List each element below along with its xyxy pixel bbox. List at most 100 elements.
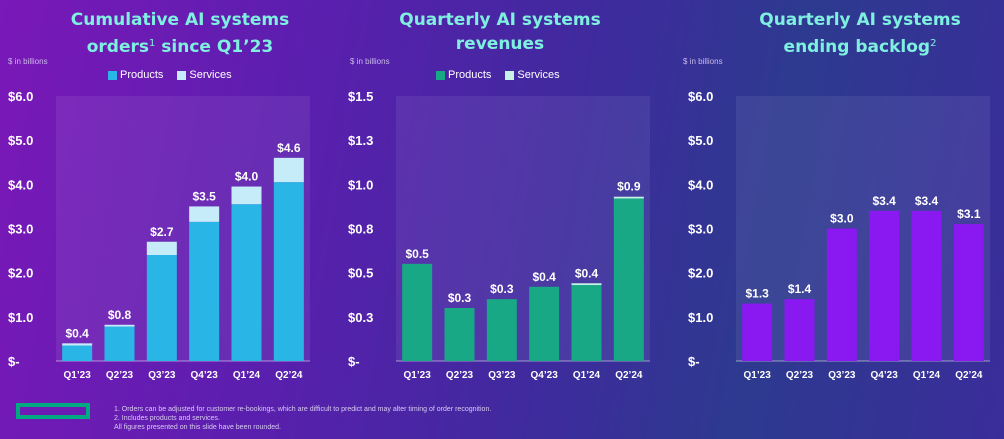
chart1-legend-products-swatch — [108, 70, 117, 80]
data-label: $4.0 — [235, 170, 259, 184]
x-tick-label: Q1’23 — [404, 370, 432, 381]
data-label: $0.9 — [617, 180, 641, 194]
data-label: $3.4 — [915, 194, 939, 208]
bar-services — [231, 186, 262, 205]
chart2-legend-services: Services — [505, 69, 560, 81]
footnote-3: All figures presented on this slide have… — [114, 424, 281, 431]
chart3-title-line2: ending backlog — [783, 37, 931, 57]
bar-value — [742, 303, 773, 361]
y-tick-label: $1.0 — [688, 310, 713, 325]
x-tick-label: Q2’23 — [106, 370, 134, 381]
y-tick-label: $- — [8, 354, 20, 369]
plot-background — [396, 96, 650, 361]
data-label: $3.0 — [830, 212, 854, 226]
y-tick-label: $4.0 — [688, 177, 713, 192]
y-tick-label: $6.0 — [8, 89, 33, 104]
chart2-legend-products-label: Products — [448, 69, 492, 81]
data-label: $3.5 — [192, 189, 216, 203]
chart3-unit-label: $ in billions — [683, 57, 723, 66]
hpe-logo — [16, 403, 90, 419]
bar-value — [953, 224, 984, 361]
footnote-2: 2. Includes products and services. — [114, 415, 220, 422]
chart2-title-line2: revenues — [455, 34, 545, 54]
chart1-title-line2: orders — [86, 37, 149, 57]
chart2-legend-services-label: Services — [517, 69, 560, 81]
y-tick-label: $1.3 — [348, 133, 373, 148]
y-tick-label: $6.0 — [688, 89, 713, 104]
chart2-plot: $- $0.3 $0.5 $0.8 $1.0 $1.3 $1.5 $0.5 Q1’23 $0.3 Q… — [348, 89, 650, 381]
chart1-title: Cumulative AI systems orders1 since Q1’2… — [40, 8, 320, 59]
chart1-legend-services: Services — [177, 69, 232, 81]
x-tick-label: Q2’23 — [786, 370, 814, 381]
bar-value — [826, 228, 857, 361]
bar-products — [486, 299, 517, 361]
bar-products — [146, 255, 177, 361]
bar-value — [911, 210, 942, 361]
y-tick-label: $5.0 — [8, 133, 33, 148]
bar-services — [104, 324, 135, 327]
y-tick-label: $3.0 — [688, 222, 713, 237]
bar-products — [273, 182, 304, 361]
y-tick-label: $2.0 — [8, 266, 33, 281]
y-tick-label: $1.5 — [348, 89, 373, 104]
chart1-plot: $- $1.0 $2.0 $3.0 $4.0 $5.0 $6.0 $0.4 Q1’23 $0.8 Q… — [8, 89, 310, 381]
bar-products — [613, 198, 644, 361]
chart1-legend-products: Products — [108, 69, 163, 81]
bar-products — [62, 345, 93, 361]
chart2-legend-services-swatch — [505, 70, 515, 80]
chart3-title: Quarterly AI systems ending backlog2 — [730, 8, 990, 59]
bar-products — [444, 308, 475, 361]
data-label: $0.8 — [108, 308, 132, 322]
chart2-legend: Products Services — [436, 69, 560, 81]
x-tick-label: Q1’24 — [573, 370, 601, 381]
data-label: $0.4 — [65, 326, 89, 340]
x-tick-label: Q1’23 — [64, 370, 92, 381]
y-tick-label: $1.0 — [348, 177, 373, 192]
bar-services — [571, 283, 602, 286]
bar-products — [104, 326, 135, 361]
data-label: $4.6 — [277, 141, 301, 155]
bar-products — [189, 221, 220, 361]
x-tick-label: Q3’23 — [828, 370, 856, 381]
y-tick-label: $3.0 — [8, 222, 33, 237]
bar-services — [62, 343, 93, 346]
chart2-title: Quarterly AI systems revenues — [385, 8, 615, 56]
x-tick-label: Q2’24 — [275, 370, 303, 381]
y-tick-label: $2.0 — [688, 266, 713, 281]
bar-value — [869, 210, 900, 361]
bar-services — [189, 206, 220, 222]
bar-products — [529, 286, 560, 361]
data-label: $1.3 — [745, 287, 769, 301]
x-tick-label: Q2’24 — [955, 370, 983, 381]
x-tick-label: Q4’23 — [531, 370, 559, 381]
chart1-legend-services-swatch — [177, 70, 187, 80]
footnotes: 1. Orders can be adjusted for customer r… — [114, 405, 491, 432]
data-label: $0.4 — [575, 266, 599, 280]
x-tick-label: Q1’24 — [913, 370, 941, 381]
x-tick-label: Q1’24 — [233, 370, 261, 381]
x-tick-label: Q3’23 — [148, 370, 176, 381]
chart2-legend-products-swatch — [436, 70, 445, 80]
x-tick-label: Q2’24 — [615, 370, 643, 381]
y-tick-label: $- — [348, 354, 360, 369]
data-label: $0.4 — [532, 270, 556, 284]
y-tick-label: $1.0 — [8, 310, 33, 325]
data-label: $0.5 — [405, 247, 429, 261]
y-tick-label: $- — [688, 354, 700, 369]
data-label: $3.1 — [957, 207, 981, 221]
x-tick-label: Q4’23 — [871, 370, 899, 381]
x-tick-label: Q2’23 — [446, 370, 474, 381]
y-tick-label: $0.5 — [348, 266, 373, 281]
bar-products — [402, 263, 433, 361]
y-tick-label: $4.0 — [8, 177, 33, 192]
bar-services — [613, 196, 644, 199]
chart3-title-sup: 2 — [930, 38, 937, 49]
footnote-1: 1. Orders can be adjusted for customer r… — [114, 406, 492, 413]
y-tick-label: $5.0 — [688, 133, 713, 148]
data-label: $0.3 — [490, 282, 514, 296]
y-tick-label: $0.8 — [348, 222, 373, 237]
chart1-legend-services-label: Services — [189, 69, 232, 81]
data-label: $3.4 — [872, 194, 896, 208]
bar-services — [146, 241, 177, 255]
x-tick-label: Q4’23 — [191, 370, 219, 381]
